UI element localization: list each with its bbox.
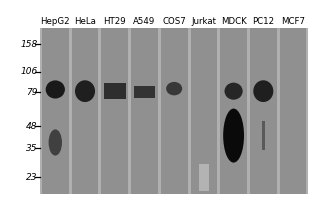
Ellipse shape: [253, 80, 273, 102]
Bar: [262, 121, 265, 150]
Ellipse shape: [166, 82, 182, 95]
Text: 35: 35: [26, 144, 37, 153]
Text: HT29: HT29: [104, 17, 126, 26]
Text: 79: 79: [26, 88, 37, 97]
Bar: [161, 28, 188, 194]
Bar: [280, 28, 306, 194]
Bar: [250, 28, 277, 194]
Bar: [134, 86, 155, 98]
Ellipse shape: [49, 129, 62, 156]
Text: 23: 23: [26, 173, 37, 182]
Text: A549: A549: [133, 17, 156, 26]
Text: HeLa: HeLa: [74, 17, 96, 26]
Text: Jurkat: Jurkat: [191, 17, 216, 26]
Bar: [131, 28, 158, 194]
Bar: [220, 28, 247, 194]
Bar: [72, 28, 98, 194]
Bar: [191, 28, 217, 194]
Bar: [104, 83, 126, 99]
Text: MCF7: MCF7: [281, 17, 305, 26]
Text: HepG2: HepG2: [40, 17, 70, 26]
Ellipse shape: [225, 83, 243, 100]
Text: 158: 158: [20, 40, 37, 49]
Bar: [101, 28, 128, 194]
Bar: [198, 164, 209, 191]
Text: 106: 106: [20, 67, 37, 76]
Text: 48: 48: [26, 122, 37, 131]
Ellipse shape: [223, 109, 244, 163]
Text: MDCK: MDCK: [221, 17, 247, 26]
Ellipse shape: [75, 80, 95, 102]
Text: COS7: COS7: [162, 17, 186, 26]
Ellipse shape: [46, 80, 65, 99]
Bar: [42, 28, 69, 194]
Text: PC12: PC12: [252, 17, 274, 26]
